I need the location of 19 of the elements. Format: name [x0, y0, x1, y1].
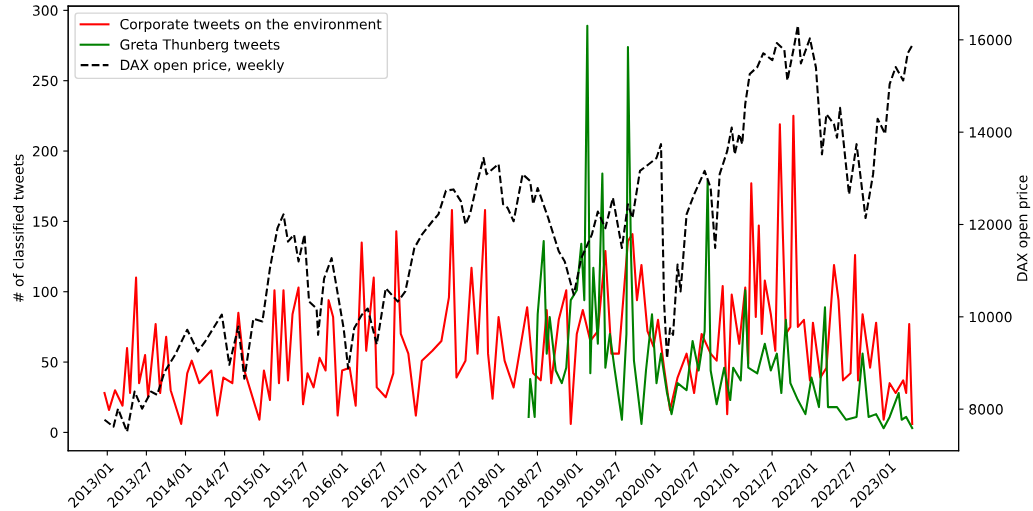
y2-tick-label: 16000 — [969, 34, 1012, 46]
line-series — [103, 114, 914, 426]
y-tick-label: 50 — [41, 357, 58, 368]
y-axis-title: # of classified tweets — [12, 154, 24, 302]
y2-tick-label: 10000 — [969, 311, 1012, 323]
line-series — [527, 24, 914, 430]
y-tick-label: 300 — [33, 5, 58, 16]
y-tick-label: 100 — [33, 286, 58, 298]
y-tick-label: 200 — [32, 146, 58, 157]
y-tick-label: 0 — [50, 427, 58, 438]
legend-label: Greta Thunberg tweets — [120, 39, 280, 53]
y-tick-label: 250 — [32, 75, 58, 87]
y-tick-label: 150 — [33, 216, 58, 227]
y2-tick-label: 12000 — [969, 219, 1012, 230]
y2-tick-label: 8000 — [969, 404, 1003, 415]
y2-axis-title: DAX open price — [1016, 175, 1031, 281]
legend-label: Corporate tweets on the environment — [120, 18, 382, 33]
legend-label: DAX open price, weekly — [120, 59, 285, 73]
y2-tick-label: 14000 — [969, 127, 1012, 138]
